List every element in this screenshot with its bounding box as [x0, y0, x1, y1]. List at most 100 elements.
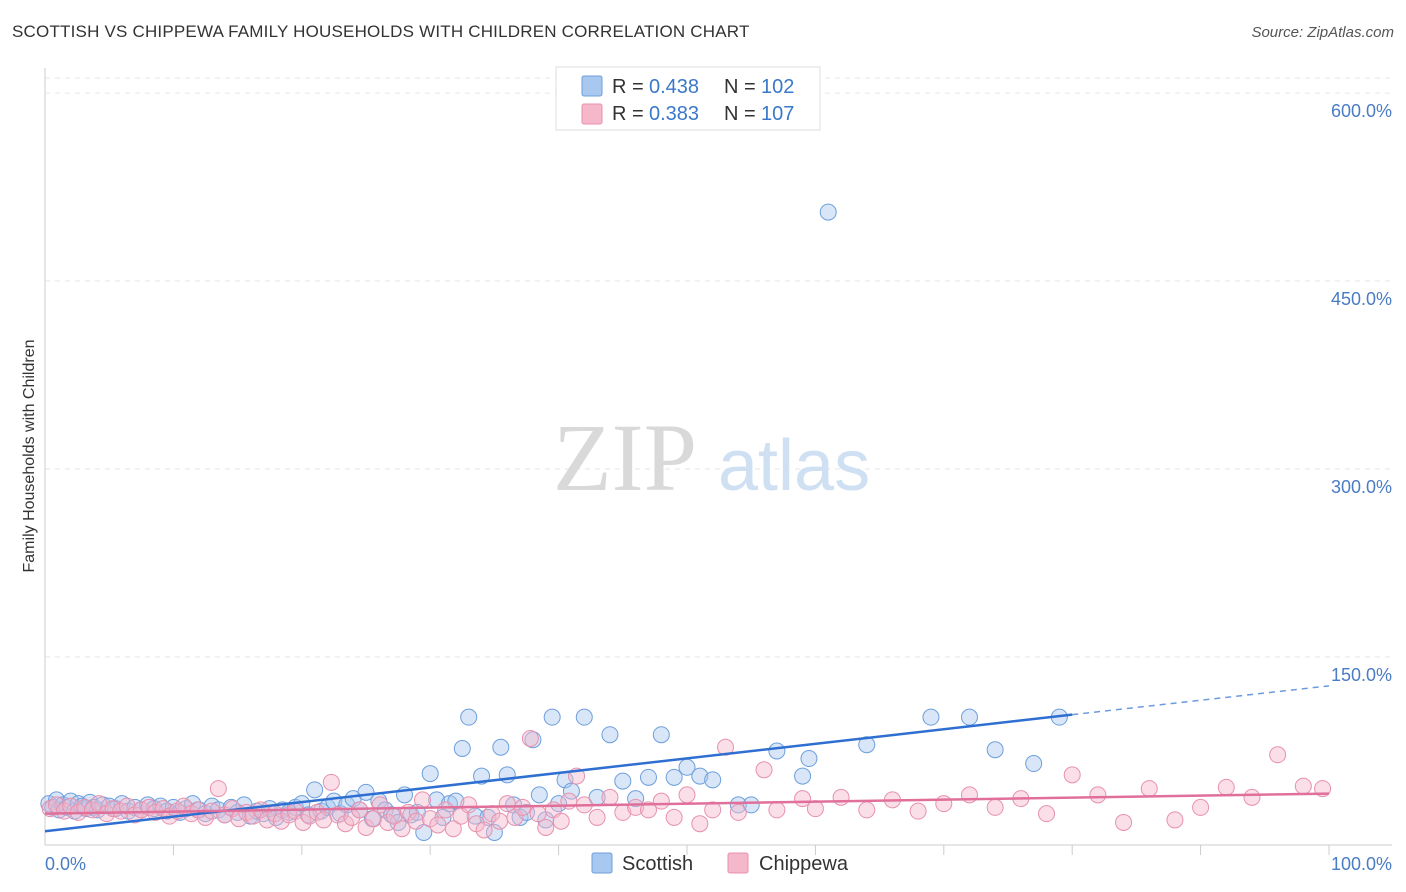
- stats-r-value-chippewa: 0.383: [649, 103, 699, 125]
- chippewa-point-95: [935, 795, 953, 813]
- y-axis-label: Family Households with Children: [21, 340, 38, 573]
- chippewa-point-97: [986, 798, 1004, 816]
- chippewa-point-63: [491, 812, 509, 830]
- y-tick-label-0: 150.0%: [1331, 665, 1392, 685]
- stats-r-value-scottish: 0.438: [649, 76, 699, 98]
- chippewa-point-56: [437, 801, 455, 819]
- chippewa-point-55: [429, 816, 447, 834]
- stats-legend-swatch-chippewa: [581, 103, 603, 125]
- scottish-point-82: [530, 786, 548, 804]
- scottish-point-109: [1025, 755, 1043, 773]
- chippewa-point-94: [909, 802, 927, 820]
- scottish-point-87: [562, 782, 580, 800]
- chippewa-point-24: [209, 780, 227, 798]
- chart-title: SCOTTISH VS CHIPPEWA FAMILY HOUSEHOLDS W…: [12, 22, 750, 41]
- y-tick-labels: 150.0% 300.0% 450.0% 600.0%: [1331, 101, 1392, 685]
- data-points: [40, 203, 1332, 841]
- chippewa-point-86: [729, 803, 747, 821]
- series-legend-swatch-chippewa: [727, 852, 749, 874]
- scottish-point-71: [460, 708, 478, 726]
- scottish-point-88: [575, 708, 593, 726]
- scottish-point-94: [652, 726, 670, 744]
- stats-legend: R = 0.438 N = 102 R = 0.383 N = 107: [555, 66, 821, 131]
- series-legend-label-scottish: Scottish: [622, 853, 693, 875]
- stats-r-label-scottish: R =: [612, 76, 644, 98]
- chippewa-point-102: [1115, 813, 1133, 831]
- grid-lines: [45, 77, 1392, 658]
- scottish-point-98: [704, 771, 722, 789]
- scottish-point-65: [421, 765, 439, 783]
- chippewa-point-104: [1166, 811, 1184, 829]
- chippewa-point-46: [365, 810, 383, 828]
- series-legend-label-chippewa: Chippewa: [759, 853, 849, 875]
- y-tick-label-1: 300.0%: [1331, 477, 1392, 497]
- chippewa-trend-line: [44, 792, 1330, 815]
- chippewa-point-50: [393, 820, 411, 838]
- stats-n-value-scottish: 102: [761, 76, 794, 98]
- scottish-point-75: [485, 823, 503, 841]
- x-tick-label-0: 0.0%: [45, 854, 86, 874]
- x-tick-marks: [172, 845, 1330, 855]
- chippewa-point-39: [315, 811, 333, 829]
- chippewa-point-81: [665, 808, 683, 826]
- chippewa-point-91: [832, 788, 850, 806]
- chippewa-point-76: [601, 788, 619, 806]
- chippewa-point-67: [521, 729, 539, 747]
- series-legend-swatch-scottish: [591, 852, 613, 874]
- chippewa-point-88: [768, 801, 786, 819]
- scottish-point-108: [986, 741, 1004, 759]
- chippewa-point-59: [460, 796, 478, 814]
- chippewa-point-69: [537, 818, 555, 836]
- chippewa-point-40: [322, 773, 340, 791]
- chippewa-point-103: [1140, 780, 1158, 798]
- chippewa-point-108: [1269, 746, 1287, 764]
- scottish-point-93: [639, 768, 657, 786]
- scottish-point-47: [306, 781, 324, 799]
- chippewa-point-92: [858, 801, 876, 819]
- scottish-point-100: [742, 796, 760, 814]
- chippewa-point-57: [444, 820, 462, 838]
- chippewa-point-52: [407, 812, 425, 830]
- chippewa-point-53: [413, 791, 431, 809]
- chippewa-point-107: [1243, 788, 1261, 806]
- scottish-point-76: [492, 738, 510, 756]
- scottish-point-70: [453, 740, 471, 758]
- stats-legend-swatch-scottish: [581, 75, 603, 97]
- stats-n-label-scottish: N =: [724, 76, 756, 98]
- chippewa-point-48: [379, 813, 397, 831]
- chippewa-point-80: [652, 792, 670, 810]
- chippewa-point-106: [1217, 778, 1235, 796]
- scottish-point-95: [665, 768, 683, 786]
- chippewa-point-99: [1038, 805, 1056, 823]
- scottish-point-104: [819, 203, 837, 221]
- chippewa-point-36: [294, 813, 312, 831]
- chippewa-point-61: [475, 821, 493, 839]
- chippewa-point-42: [336, 815, 354, 833]
- series-legend: Scottish Chippewa: [591, 852, 849, 875]
- scottish-point-106: [922, 708, 940, 726]
- y-tick-label-3: 600.0%: [1331, 101, 1392, 121]
- chippewa-point-90: [806, 800, 824, 818]
- watermark-zip: ZIP: [553, 404, 697, 511]
- chippewa-point-84: [704, 801, 722, 819]
- scottish-point-107: [960, 708, 978, 726]
- scottish-point-101: [768, 742, 786, 760]
- stats-r-label-chippewa: R =: [612, 103, 644, 125]
- stats-n-label-chippewa: N =: [724, 103, 756, 125]
- scottish-point-90: [601, 726, 619, 744]
- chippewa-point-83: [691, 815, 709, 833]
- scottish-point-103: [800, 750, 818, 768]
- chippewa-point-75: [588, 808, 606, 826]
- chippewa-point-87: [755, 761, 773, 779]
- scottish-point-91: [614, 772, 632, 790]
- x-tick-label-1: 100.0%: [1331, 854, 1392, 874]
- watermark-atlas: atlas: [718, 426, 870, 506]
- chippewa-point-37: [301, 807, 319, 825]
- source-label: Source: ZipAtlas.com: [1251, 24, 1394, 41]
- scottish-point-102: [794, 767, 812, 785]
- chippewa-point-100: [1063, 766, 1081, 784]
- chippewa-point-109: [1294, 777, 1312, 795]
- chippewa-point-105: [1192, 798, 1210, 816]
- chippewa-point-82: [678, 786, 696, 804]
